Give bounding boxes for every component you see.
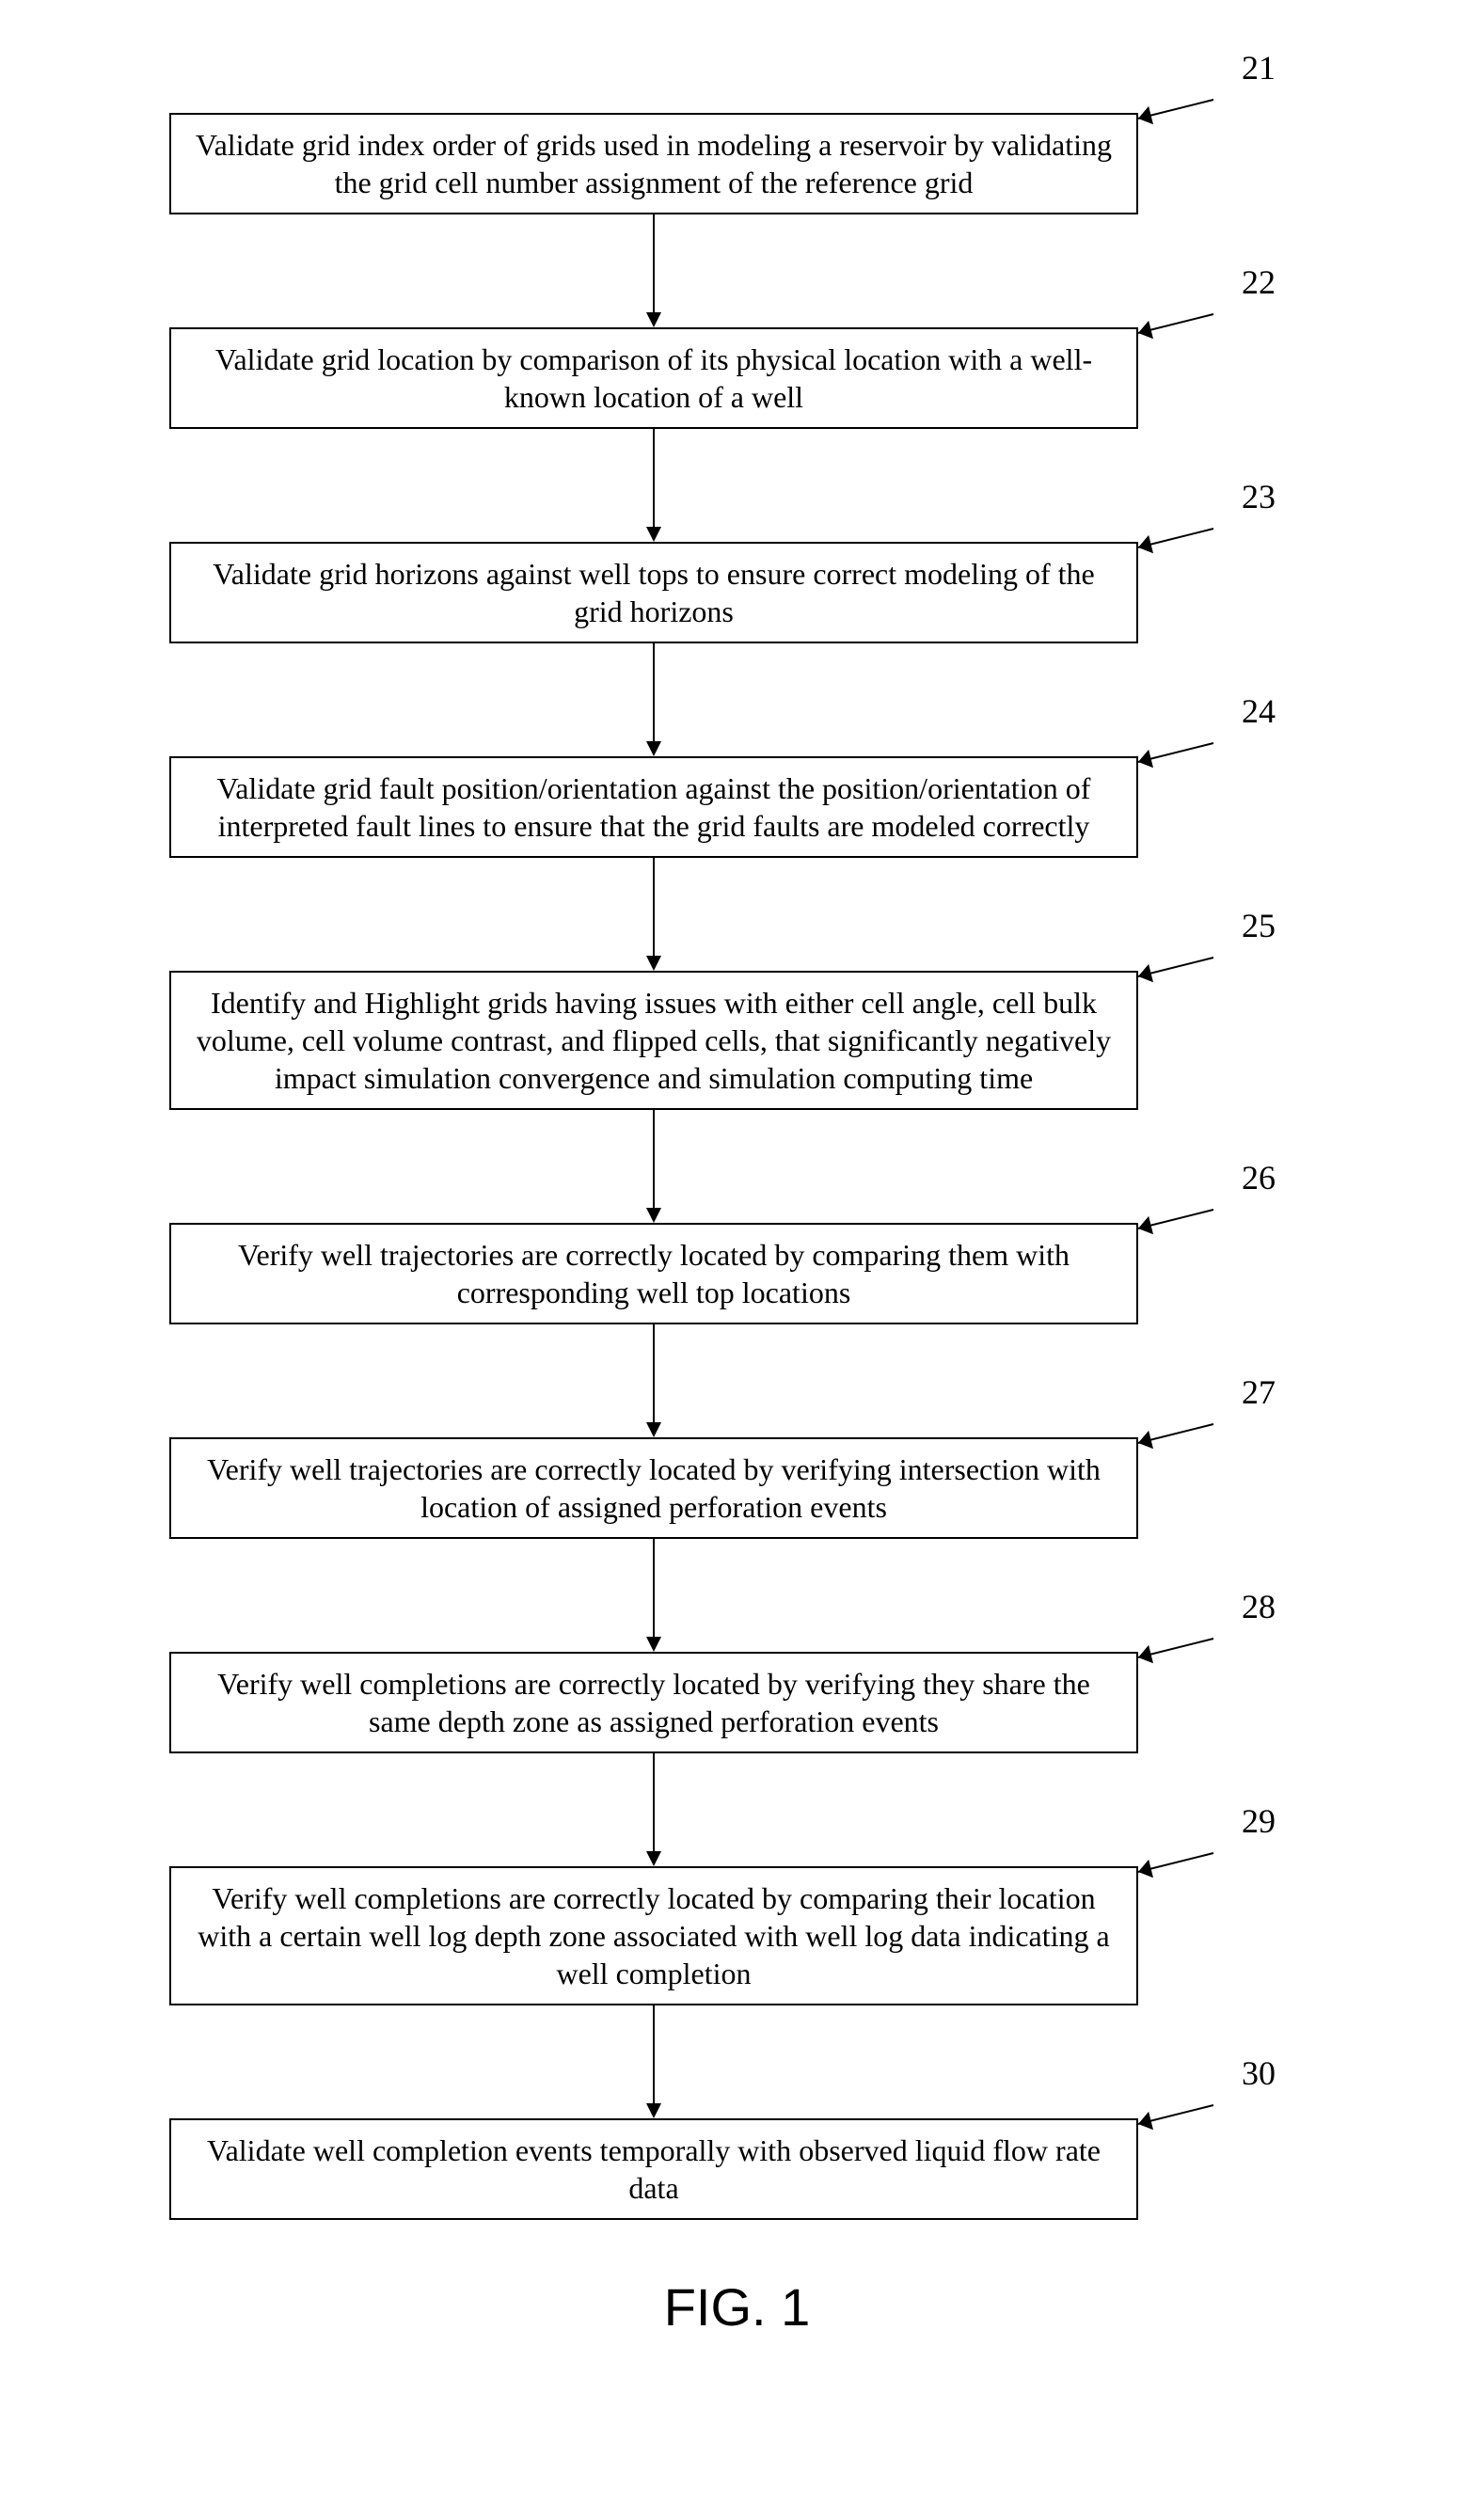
- step-reference-number: 24: [1242, 691, 1276, 731]
- reference-leader-arrow: [1127, 88, 1225, 135]
- reference-leader-arrow: [1127, 732, 1225, 778]
- page: Validate grid index order of grids used …: [0, 0, 1474, 2520]
- flow-connector: [169, 214, 1138, 327]
- reference-leader-arrow: [1127, 2094, 1225, 2140]
- reference-leader-arrow: [1127, 1413, 1225, 1459]
- step-reference-number: 22: [1242, 262, 1276, 302]
- step-reference-number: 27: [1242, 1372, 1276, 1412]
- step-reference-number: 25: [1242, 906, 1276, 945]
- reference-leader-arrow: [1127, 1627, 1225, 1673]
- flow-connector: [169, 1324, 1138, 1437]
- flow-step: Verify well completions are correctly lo…: [169, 1652, 1138, 1753]
- flow-connector: [169, 1539, 1138, 1652]
- flow-connector: [169, 429, 1138, 542]
- flow-step: Verify well trajectories are correctly l…: [169, 1223, 1138, 1324]
- flow-connector: [169, 858, 1138, 971]
- step-reference-number: 23: [1242, 477, 1276, 516]
- reference-leader-arrow: [1127, 1842, 1225, 1888]
- flow-step: Validate well completion events temporal…: [169, 2118, 1138, 2220]
- reference-leader-arrow: [1127, 517, 1225, 563]
- figure-caption: FIG. 1: [0, 2276, 1474, 2338]
- flow-step: Validate grid horizons against well tops…: [169, 542, 1138, 643]
- flow-step: Verify well completions are correctly lo…: [169, 1866, 1138, 2005]
- flow-step: Validate grid location by comparison of …: [169, 327, 1138, 429]
- step-reference-number: 30: [1242, 2053, 1276, 2093]
- flow-connector: [169, 1753, 1138, 1866]
- flow-step: Verify well trajectories are correctly l…: [169, 1437, 1138, 1539]
- reference-leader-arrow: [1127, 303, 1225, 349]
- flow-step: Validate grid index order of grids used …: [169, 113, 1138, 214]
- flow-connector: [169, 2005, 1138, 2118]
- reference-leader-arrow: [1127, 946, 1225, 992]
- step-reference-number: 21: [1242, 48, 1276, 87]
- flow-connector: [169, 1110, 1138, 1223]
- flow-connector: [169, 643, 1138, 756]
- step-reference-number: 29: [1242, 1801, 1276, 1841]
- flow-step: Identify and Highlight grids having issu…: [169, 971, 1138, 1110]
- flowchart-container: Validate grid index order of grids used …: [169, 113, 1204, 2220]
- step-reference-number: 28: [1242, 1587, 1276, 1626]
- step-reference-number: 26: [1242, 1158, 1276, 1197]
- flow-step: Validate grid fault position/orientation…: [169, 756, 1138, 858]
- reference-leader-arrow: [1127, 1198, 1225, 1244]
